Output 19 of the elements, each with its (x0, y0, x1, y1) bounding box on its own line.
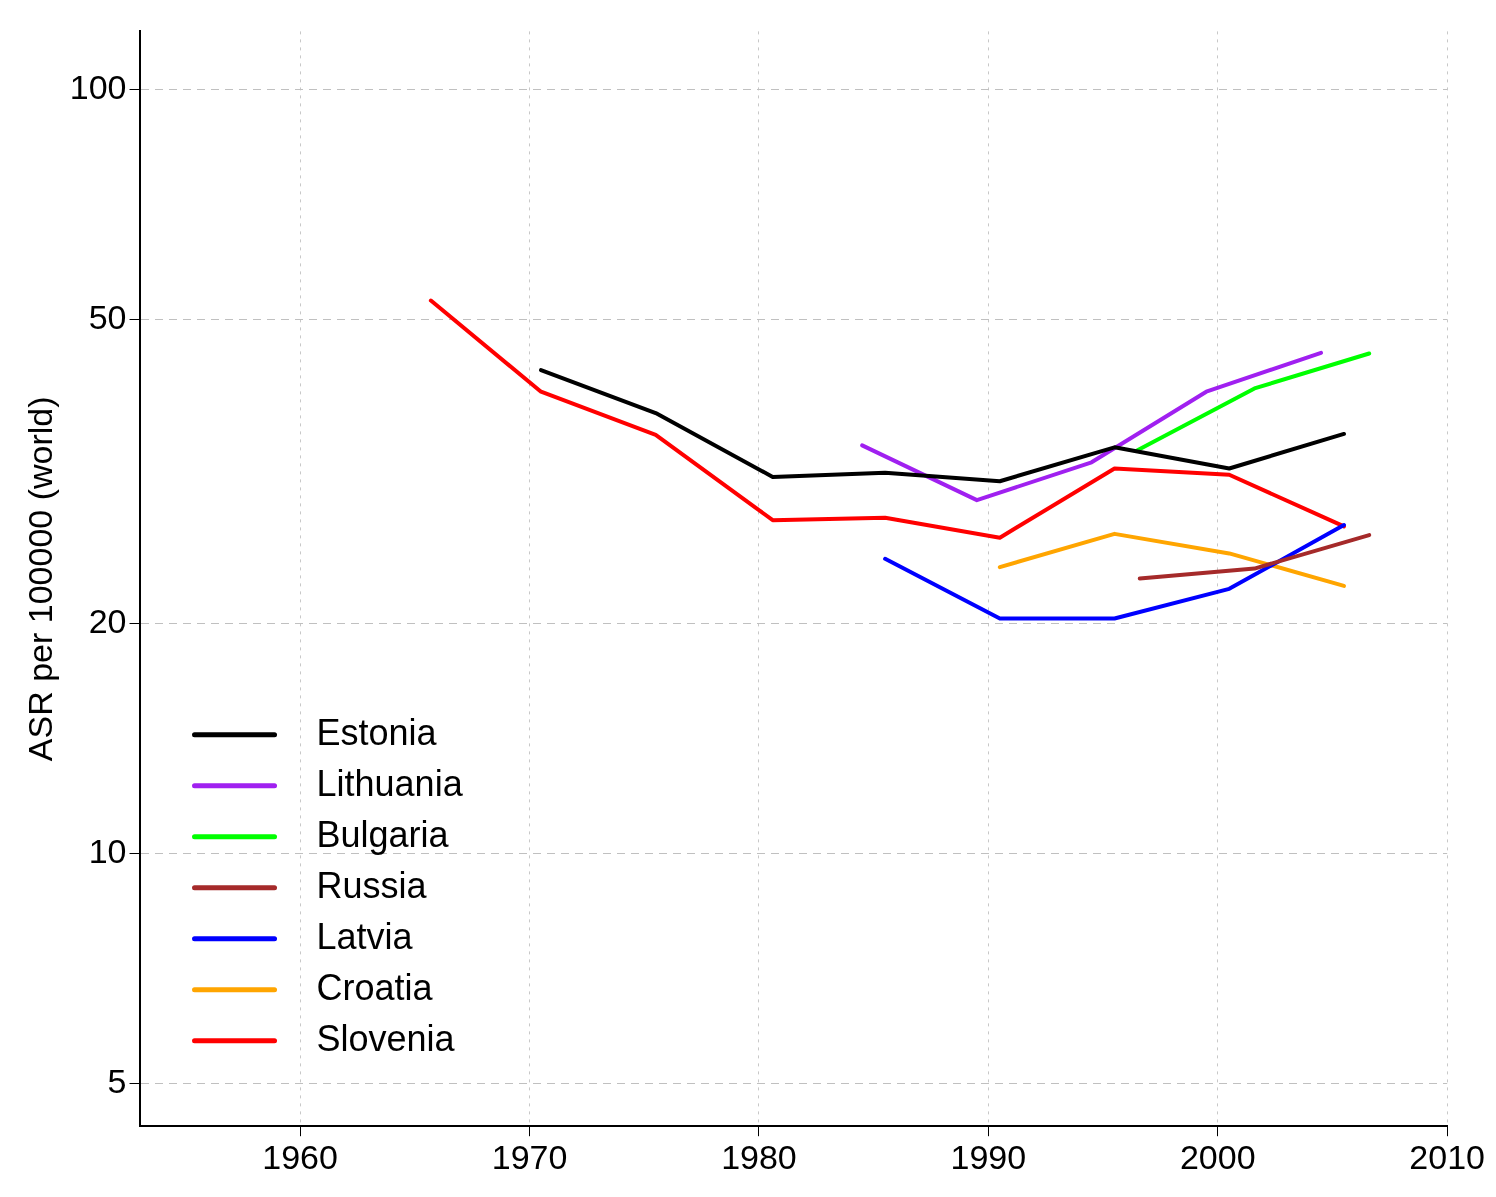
legend-label: Estonia (316, 711, 438, 753)
y-tick-label: 5 (107, 1062, 127, 1101)
legend-label: Slovenia (316, 1017, 456, 1059)
y-tick-label: 20 (88, 601, 127, 640)
legend-label: Bulgaria (316, 813, 450, 855)
y-tick-label: 50 (88, 297, 127, 336)
legend-label: Latvia (316, 915, 414, 957)
y-axis-title: ASR per 100000 (world) (20, 396, 59, 762)
x-tick-label: 1990 (950, 1137, 1027, 1176)
y-tick-label: 100 (69, 67, 127, 106)
legend-label: Russia (316, 864, 428, 906)
x-tick-label: 1980 (721, 1137, 797, 1176)
x-tick-label: 2000 (1179, 1137, 1256, 1176)
y-tick-label: 10 (88, 832, 127, 870)
x-tick-label: 2010 (1409, 1137, 1485, 1176)
x-tick-label: 1970 (491, 1137, 568, 1176)
x-tick-label: 1960 (262, 1137, 338, 1176)
legend-label: Croatia (316, 966, 434, 1008)
legend-label: Lithuania (316, 762, 464, 804)
